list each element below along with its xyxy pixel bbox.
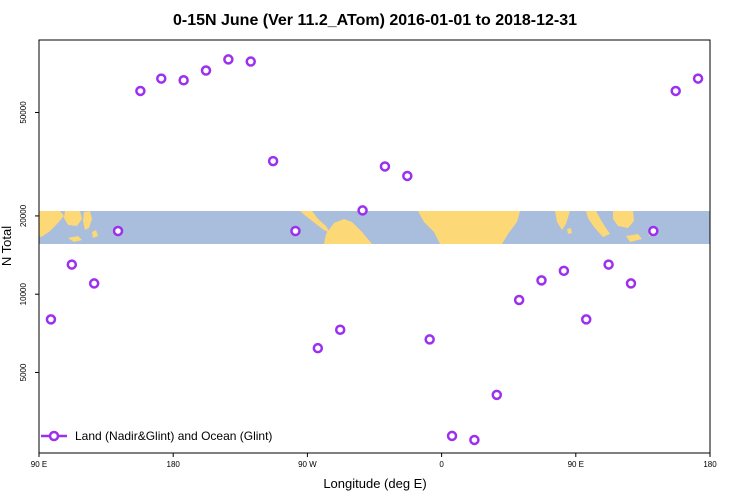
x-tick-label: 180	[167, 460, 181, 469]
map-background	[39, 211, 710, 244]
data-point	[580, 314, 592, 325]
data-point	[135, 85, 146, 97]
land-indonesia-west	[39, 211, 64, 237]
land-masses	[39, 211, 654, 244]
x-tick-label: 0	[439, 460, 444, 469]
data-point	[536, 275, 547, 286]
land-indonesia-east	[586, 211, 610, 237]
data-point	[379, 161, 391, 172]
legend: Land (Nadir&Glint) and Ocean (Glint)	[41, 429, 272, 443]
x-tick-label: 90 E	[31, 460, 47, 469]
data-point	[357, 205, 368, 216]
y-tick-label: 5000	[19, 363, 28, 381]
plot-frame	[38, 39, 711, 454]
data-point	[156, 73, 167, 84]
data-point	[402, 170, 413, 182]
y-tick-label: 50000	[19, 101, 28, 124]
data-point	[692, 73, 704, 84]
land-islands-west	[68, 230, 98, 242]
data-point	[290, 225, 301, 237]
data-point	[513, 294, 525, 306]
legend-label: Land (Nadir&Glint) and Ocean (Glint)	[75, 429, 272, 443]
ocean-band	[39, 211, 710, 244]
data-point	[603, 259, 614, 270]
x-tick-label: 90 W	[298, 460, 317, 469]
data-point	[424, 334, 435, 345]
land-india	[555, 211, 570, 230]
land-islands-east	[626, 228, 654, 242]
legend-marker	[48, 430, 60, 442]
data-point	[312, 342, 324, 354]
data-point	[112, 225, 124, 237]
data-point	[45, 314, 57, 325]
data-point	[267, 155, 279, 167]
data-point	[648, 225, 659, 237]
data-point	[66, 259, 78, 270]
data-point	[625, 278, 637, 289]
data-series	[45, 54, 704, 446]
x-tick-label: 90 E	[568, 460, 584, 469]
x-axis-label: Longitude (deg E)	[323, 476, 426, 491]
data-point	[245, 56, 256, 67]
data-point	[670, 85, 681, 97]
data-point	[446, 430, 458, 442]
land-sri-lanka	[567, 228, 572, 234]
y-axis: 5000 10000 20000 50000	[19, 101, 39, 381]
y-tick-label: 10000	[19, 283, 28, 306]
data-point	[491, 389, 503, 401]
land-borneo-east	[613, 211, 634, 228]
data-point	[88, 278, 100, 289]
land-sulawesi-west	[83, 211, 92, 230]
land-central-america	[300, 211, 330, 233]
x-axis: 90 E 180 90 W 0 90 E 180	[31, 453, 717, 469]
y-axis-label: N Total	[0, 226, 14, 266]
y-tick-label: 20000	[19, 204, 28, 227]
x-tick-label: 180	[703, 460, 717, 469]
data-point	[334, 324, 346, 335]
land-africa	[418, 211, 520, 244]
data-point	[223, 54, 234, 65]
data-point	[558, 265, 570, 277]
data-point	[200, 65, 212, 76]
land-borneo-west	[64, 211, 82, 226]
chart-title: 0-15N June (Ver 11.2_ATom) 2016-01-01 to…	[173, 12, 577, 29]
data-point	[178, 75, 189, 86]
data-point	[469, 434, 480, 446]
land-south-america	[324, 219, 372, 244]
